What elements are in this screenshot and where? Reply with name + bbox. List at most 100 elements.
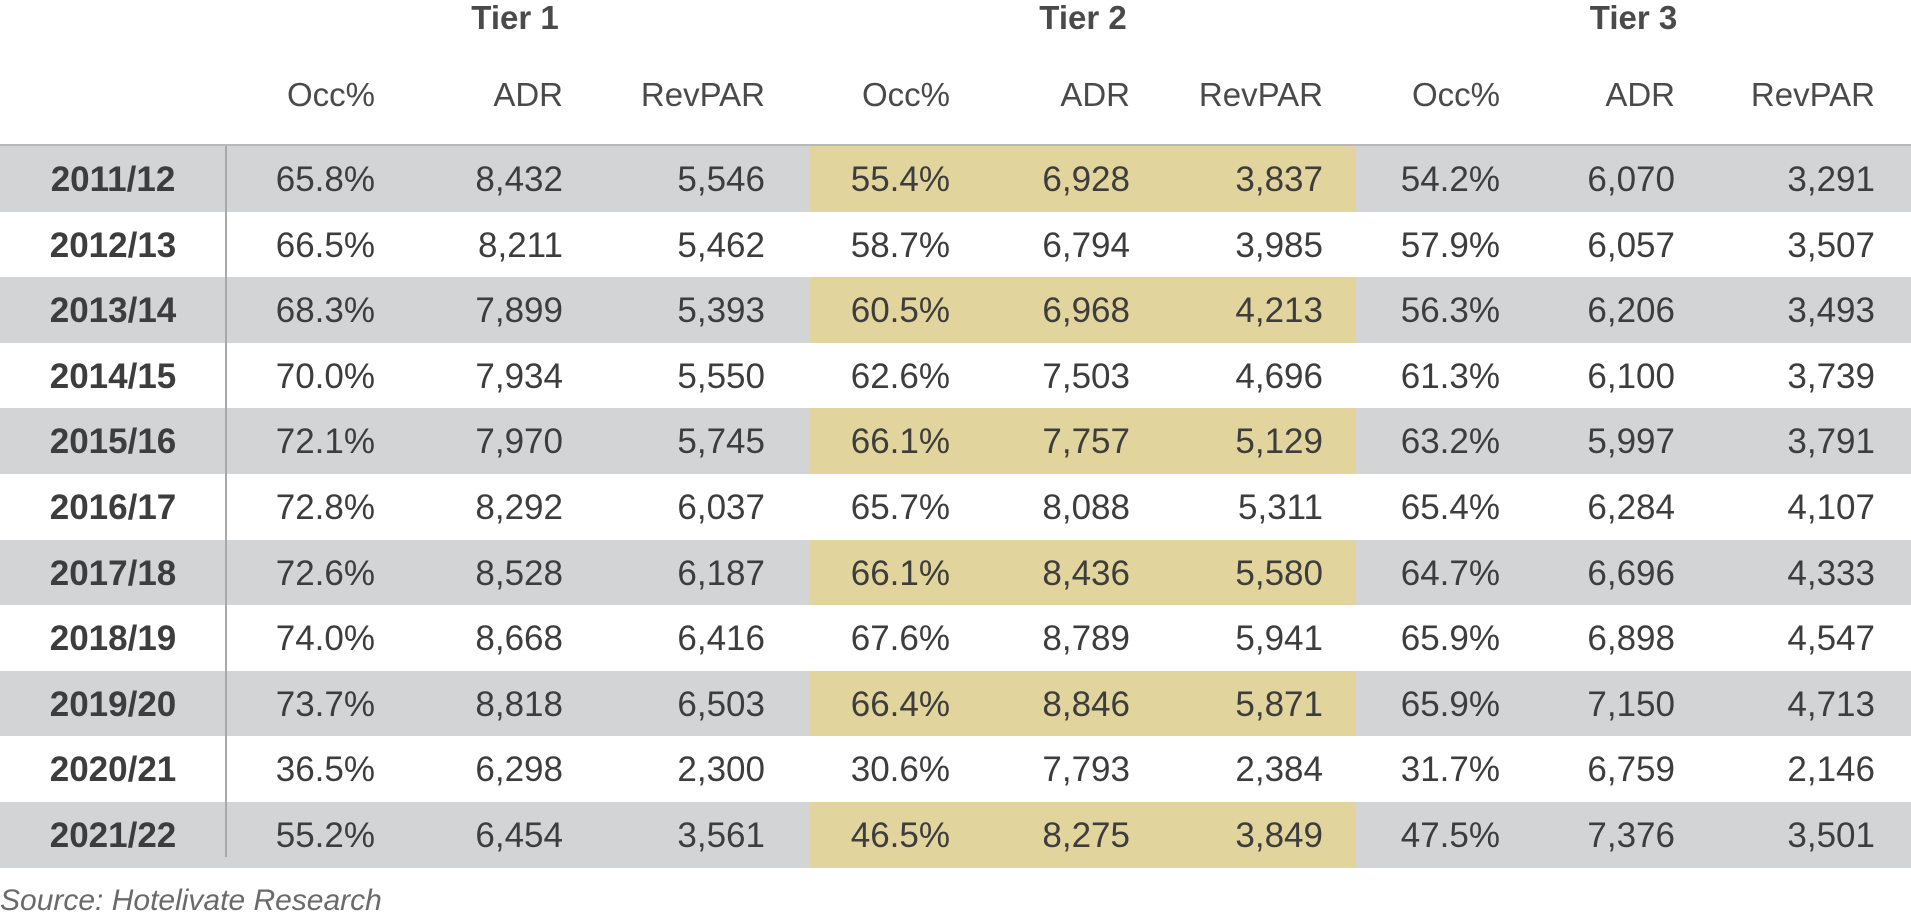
table-cell: 7,757 — [1042, 422, 1130, 462]
column-header: Occ% — [286, 76, 375, 113]
table-cell: 7,934 — [475, 356, 563, 396]
row-year-label: 2020/21 — [49, 750, 177, 790]
table-cell: 55.4% — [850, 160, 950, 199]
table-cell: 6,759 — [1587, 750, 1675, 790]
row-year-label: 2012/13 — [49, 225, 177, 265]
table-cell: 65.9% — [1400, 619, 1500, 659]
table-cell: 64.7% — [1400, 553, 1500, 593]
row-year-label: 2018/19 — [49, 619, 177, 659]
table-cell: 57.9% — [1400, 225, 1500, 265]
table-cell: 8,818 — [475, 684, 563, 724]
table-cell: 5,941 — [1235, 619, 1323, 659]
table-cell: 73.7% — [275, 684, 375, 724]
tier-2-highlight — [810, 146, 1356, 212]
table-cell: 2,384 — [1235, 750, 1323, 790]
table-cell: 8,211 — [478, 225, 563, 265]
table-cell: 66.1% — [850, 553, 950, 593]
table-cell: 47.5% — [1400, 815, 1500, 855]
table-cell: 72.6% — [275, 553, 375, 593]
table-cell: 74.0% — [275, 619, 375, 659]
table-cell: 7,970 — [475, 422, 563, 462]
table-cell: 54.2% — [1400, 160, 1500, 199]
table-cell: 5,997 — [1587, 422, 1675, 462]
table-cell: 3,561 — [677, 815, 765, 855]
table-row: 2021/22 55.2% 6,454 3,561 46.5% 8,275 3,849 47.… — [0, 801, 1911, 868]
table-cell: 62.6% — [850, 356, 950, 396]
table-cell: 6,928 — [1042, 160, 1130, 199]
table-cell: 65.7% — [850, 487, 950, 527]
table-cell: 6,057 — [1587, 225, 1675, 265]
table-cell: 3,501 — [1787, 815, 1875, 855]
table-cell: 7,503 — [1042, 356, 1130, 396]
table-row: 2019/20 73.7% 8,818 6,503 66.4% 8,846 5,871 65.… — [0, 670, 1911, 737]
table-cell: 36.5% — [275, 750, 375, 790]
table-cell: 6,454 — [475, 815, 563, 855]
table-cell: 30.6% — [850, 750, 950, 790]
table-cell: 5,745 — [677, 422, 765, 462]
table-cell: 8,846 — [1042, 684, 1130, 724]
table-row: 2012/13 66.5% 8,211 5,462 58.7% 6,794 3,985 57.… — [0, 212, 1911, 278]
table-cell: 6,968 — [1042, 291, 1130, 331]
table-cell: 5,550 — [677, 356, 765, 396]
column-header: RevPAR — [1750, 76, 1875, 113]
table-cell: 6,284 — [1587, 487, 1675, 527]
table-cell: 8,436 — [1042, 553, 1130, 593]
table-cell: 6,037 — [677, 487, 765, 527]
table-cell: 4,696 — [1235, 356, 1323, 396]
table-cell: 63.2% — [1400, 422, 1500, 462]
table-cell: 58.7% — [850, 225, 950, 265]
row-year-label: 2015/16 — [49, 422, 177, 462]
table-cell: 4,213 — [1235, 291, 1323, 331]
row-year-label: 2013/14 — [49, 291, 177, 331]
table-cell: 7,376 — [1587, 815, 1675, 855]
table-cell: 5,129 — [1235, 422, 1323, 462]
table-cell: 55.2% — [275, 815, 375, 855]
table-cell: 5,393 — [677, 291, 765, 331]
table-cell: 65.4% — [1400, 487, 1500, 527]
year-column-divider — [225, 146, 227, 857]
table-cell: 65.9% — [1400, 684, 1500, 724]
column-header: Occ% — [1411, 76, 1500, 113]
table-cell: 6,187 — [677, 553, 765, 593]
column-header: ADR — [1060, 76, 1130, 113]
table-cell: 2,146 — [1787, 750, 1875, 790]
table-cell: 2,300 — [677, 750, 765, 790]
tier-2-highlight — [810, 277, 1356, 343]
table-cell: 8,528 — [475, 553, 563, 593]
table-cell: 3,837 — [1235, 160, 1323, 199]
table-row: 2016/17 72.8% 8,292 6,037 65.7% 8,088 5,311 65.… — [0, 474, 1911, 540]
tier-2-highlight — [810, 670, 1356, 737]
source-note: Source: Hotelivate Research — [0, 884, 382, 917]
row-year-label: 2017/18 — [49, 553, 177, 593]
tier-3-header: Tier 3 — [1589, 0, 1678, 36]
row-year-label: 2011/12 — [50, 160, 176, 199]
table-cell: 6,696 — [1587, 553, 1675, 593]
table-cell: 8,789 — [1042, 619, 1130, 659]
column-header: Occ% — [861, 76, 950, 113]
tier-2-highlight — [810, 801, 1356, 868]
table-cell: 6,100 — [1587, 356, 1675, 396]
tier-2-highlight — [810, 408, 1356, 474]
table-cell: 3,493 — [1787, 291, 1875, 331]
table-cell: 3,791 — [1787, 422, 1875, 462]
table-cell: 3,507 — [1787, 225, 1875, 265]
table-cell: 61.3% — [1400, 356, 1500, 396]
tier-1-header: Tier 1 — [471, 0, 559, 36]
table-cell: 56.3% — [1400, 291, 1500, 331]
table-cell: 5,546 — [677, 160, 765, 199]
table-cell: 8,432 — [475, 160, 563, 199]
table-cell: 66.5% — [275, 225, 375, 265]
table-row: 2017/18 72.6% 8,528 6,187 66.1% 8,436 5,580 64.… — [0, 539, 1911, 606]
table-cell: 3,849 — [1235, 815, 1323, 855]
table-cell: 6,070 — [1587, 160, 1675, 199]
table-row: 2020/21 36.5% 6,298 2,300 30.6% 7,793 2,384 31.… — [0, 736, 1911, 802]
table-cell: 6,416 — [677, 619, 765, 659]
table-cell: 7,899 — [475, 291, 563, 331]
table-cell: 67.6% — [850, 619, 950, 659]
row-year-label: 2019/20 — [49, 684, 177, 724]
table-cell: 66.1% — [850, 422, 950, 462]
tier-2-highlight — [810, 539, 1356, 606]
column-header: ADR — [493, 76, 563, 113]
table-cell: 6,206 — [1587, 291, 1675, 331]
table-cell: 8,668 — [475, 619, 563, 659]
